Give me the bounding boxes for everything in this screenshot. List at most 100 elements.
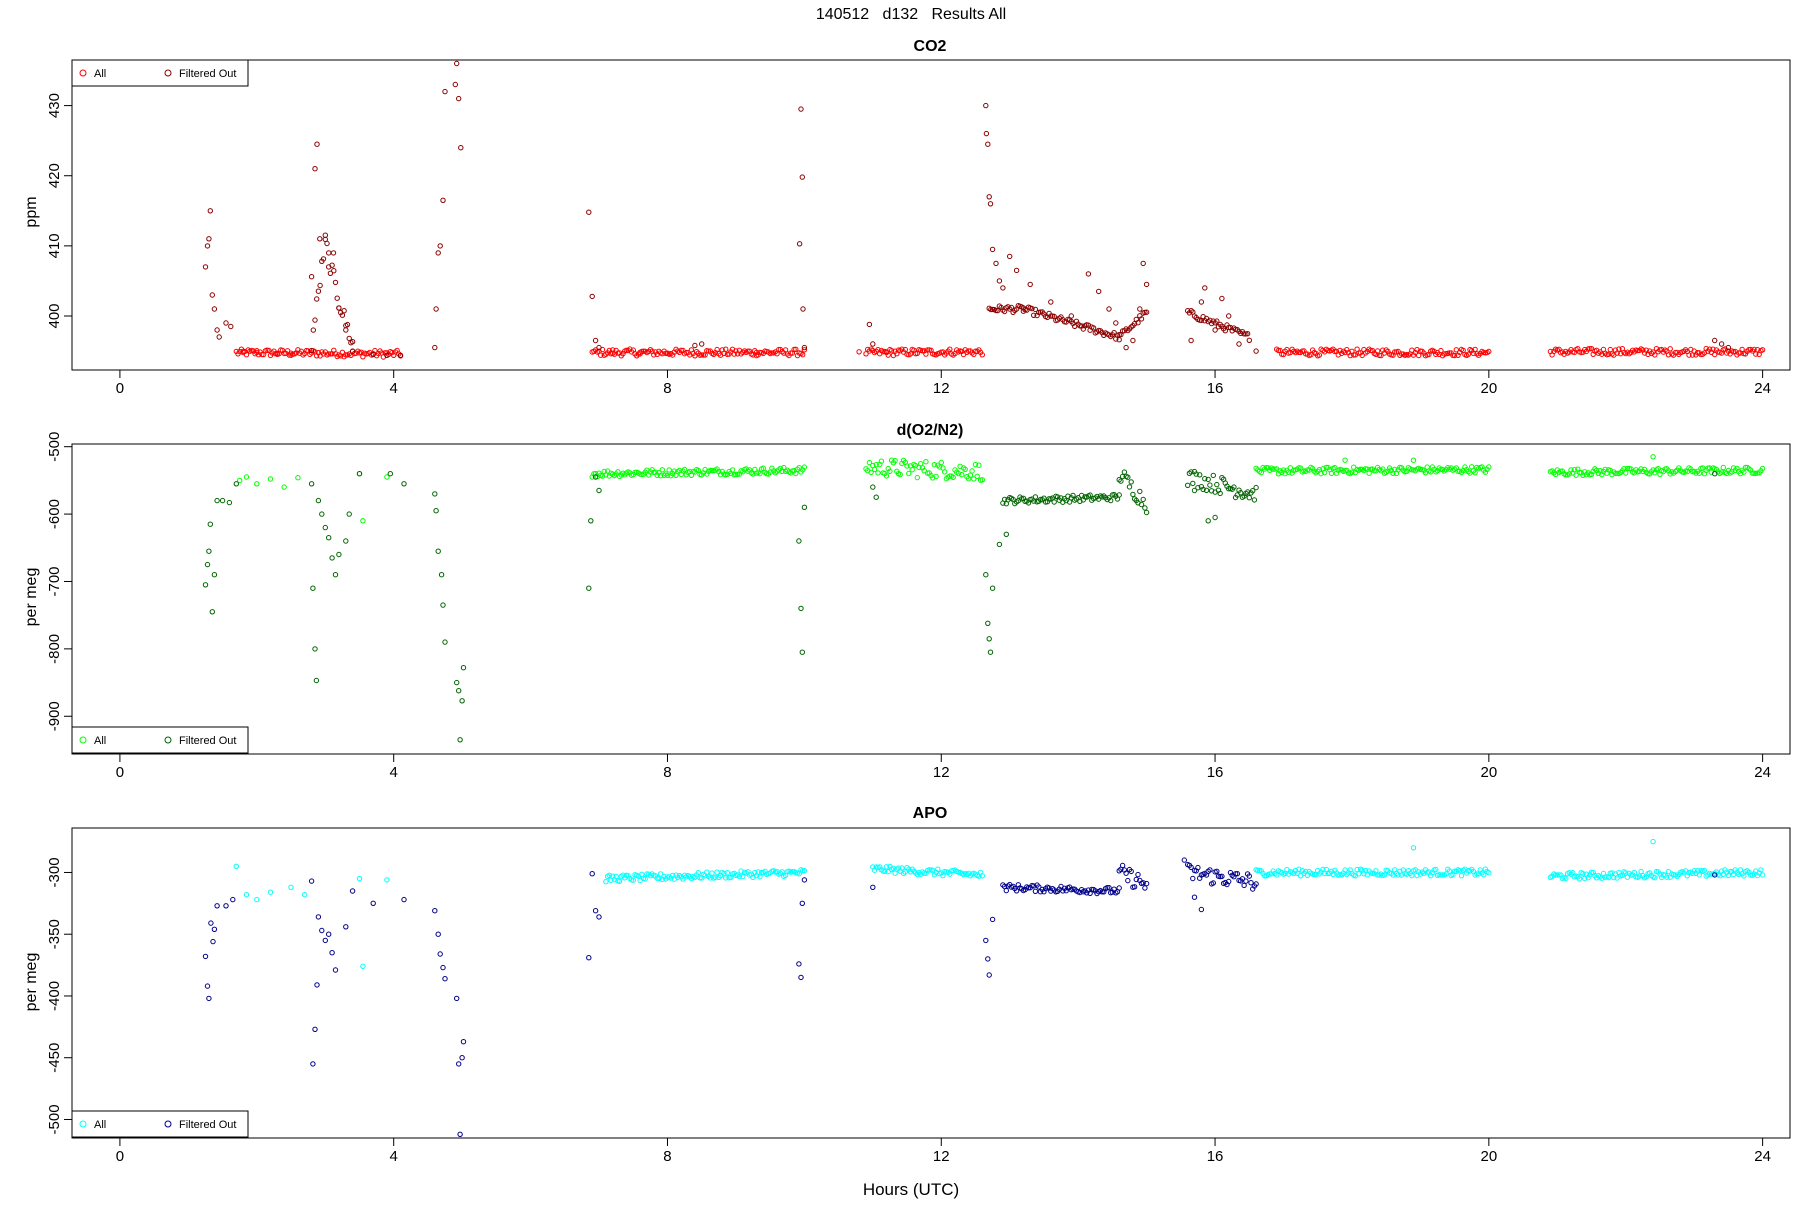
data-point: [1007, 253, 1013, 260]
data-point: [875, 470, 881, 476]
data-point: [871, 466, 878, 473]
data-point: [1287, 465, 1294, 471]
data-point: [295, 475, 301, 481]
data-point: [1116, 492, 1122, 498]
data-point: [714, 869, 720, 875]
data-point: [755, 869, 761, 875]
data-point: [1231, 484, 1237, 490]
data-point: [801, 464, 808, 470]
data-point: [202, 953, 209, 960]
data-point: [456, 1061, 462, 1067]
data-point: [339, 312, 346, 318]
x-tick-label: 24: [1754, 1148, 1771, 1165]
data-point: [1328, 470, 1335, 477]
data-point: [988, 306, 994, 313]
data-point: [1347, 352, 1353, 359]
data-point: [442, 976, 448, 982]
data-point: [1140, 880, 1146, 886]
data-point: [1246, 873, 1253, 879]
data-point: [1108, 497, 1114, 504]
data-point: [721, 870, 727, 877]
y-tick-label: 430: [46, 93, 63, 118]
legend-box: [71, 726, 249, 754]
data-point: [799, 649, 805, 655]
data-point: [204, 243, 211, 249]
x-tick-label: 12: [933, 1148, 950, 1165]
data-point: [1210, 880, 1217, 886]
data-point: [1205, 518, 1211, 524]
data-point: [1143, 880, 1150, 887]
data-point: [1457, 868, 1463, 874]
data-point: [615, 469, 621, 475]
data-point: [788, 350, 794, 356]
data-point: [769, 350, 775, 356]
x-tick-label: 16: [1207, 1148, 1224, 1165]
data-point: [921, 468, 927, 474]
data-point: [1296, 349, 1302, 355]
data-point: [642, 876, 648, 882]
data-point: [240, 349, 246, 356]
x-tick-label: 4: [390, 380, 398, 397]
data-point: [456, 95, 462, 102]
data-point: [310, 585, 316, 591]
data-point: [799, 174, 805, 180]
panel-apo: APO per meg 0 4 8 12 16 20 24 -300 -350 -400 -450…: [23, 805, 1791, 1165]
data-point: [341, 308, 347, 314]
data-point: [1438, 872, 1444, 878]
data-point: [1032, 306, 1039, 313]
data-point: [1556, 872, 1562, 878]
data-point: [1210, 472, 1217, 479]
data-point: [1410, 457, 1417, 463]
data-point: [312, 317, 318, 323]
data-point: [1433, 866, 1439, 873]
data-point: [384, 474, 390, 480]
data-point: [1250, 488, 1256, 494]
data-point: [724, 870, 731, 876]
data-point: [1725, 344, 1732, 351]
data-point: [757, 874, 763, 880]
data-point: [709, 870, 715, 876]
data-point: [1143, 509, 1150, 516]
data-point: [897, 471, 903, 478]
data-point: [442, 88, 448, 95]
data-point: [206, 236, 212, 242]
data-point: [312, 646, 318, 652]
data-point: [211, 572, 218, 578]
data-point: [979, 873, 985, 879]
data-point: [985, 620, 991, 626]
data-point: [986, 194, 992, 200]
data-point: [664, 472, 671, 479]
data-point: [344, 321, 351, 328]
data-point: [254, 481, 260, 487]
data-point: [1197, 472, 1203, 478]
data-point: [799, 900, 805, 906]
data-point: [996, 541, 1003, 548]
data-point: [1718, 341, 1725, 347]
x-tick-label: 20: [1480, 380, 1497, 397]
data-point: [1214, 318, 1220, 324]
data-point: [1190, 480, 1196, 487]
data-point: [866, 321, 873, 328]
data-point: [254, 896, 260, 903]
data-point: [1111, 330, 1117, 336]
data-point: [1029, 305, 1035, 312]
data-point: [1001, 496, 1008, 503]
y-axis: -500 -600 -700 -800 -900: [46, 432, 72, 731]
data-point: [699, 341, 705, 347]
data-point: [1617, 351, 1624, 357]
data-point: [1272, 466, 1278, 472]
data-point: [902, 869, 908, 875]
data-point: [1226, 486, 1232, 492]
data-point: [315, 497, 322, 504]
page-title: 140512 d132 Results All: [816, 6, 1006, 23]
data-point: [343, 924, 349, 930]
data-point: [969, 468, 975, 474]
data-point: [1048, 299, 1054, 305]
data-point: [1116, 885, 1122, 891]
data-point: [1090, 325, 1097, 331]
data-point: [1605, 351, 1612, 357]
legend-marker-all: [79, 1120, 87, 1128]
data-point: [955, 869, 962, 875]
data-point: [989, 916, 996, 923]
data-point: [974, 473, 980, 479]
